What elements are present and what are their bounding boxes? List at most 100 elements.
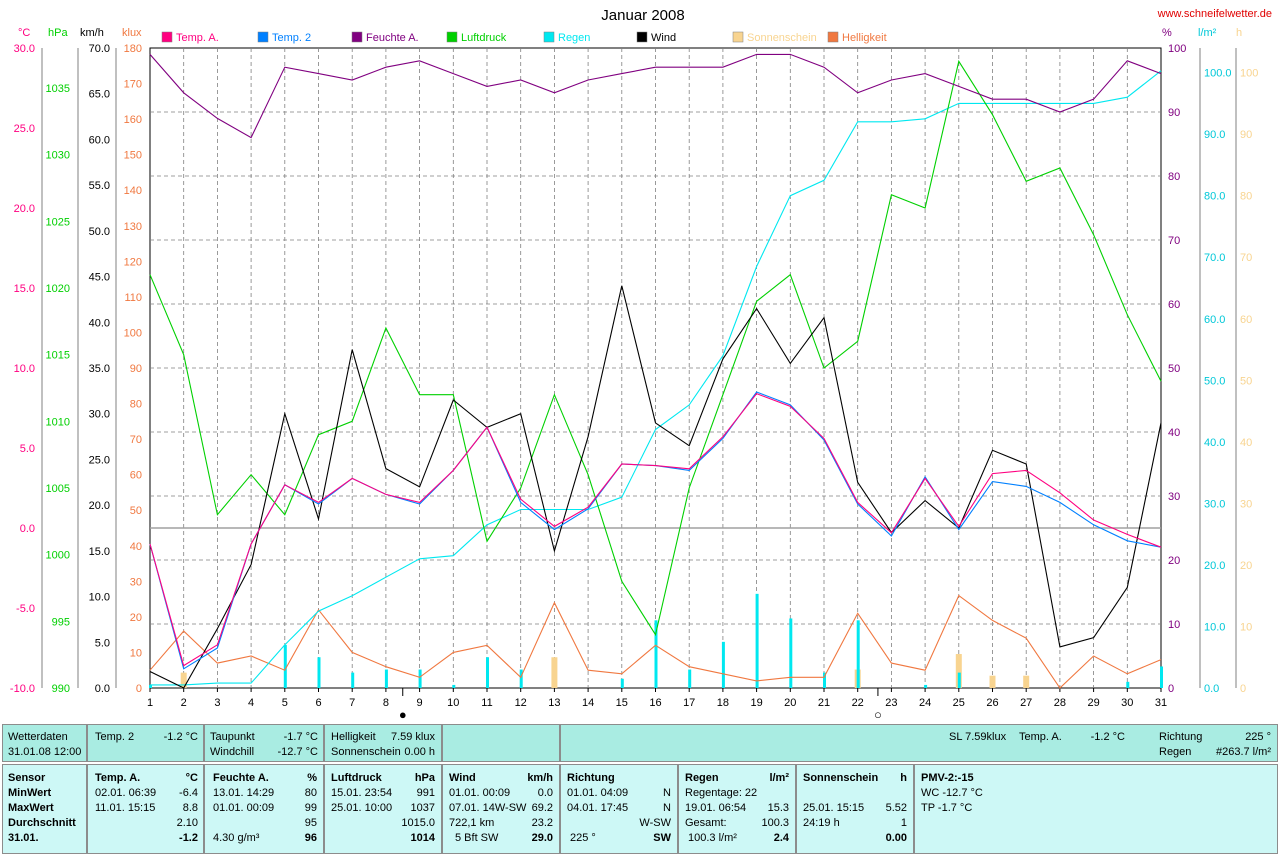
x-label-19: 19 xyxy=(750,697,762,709)
maxwert-label: MaxWert xyxy=(8,802,54,814)
humidity-tick-0: 100 xyxy=(1168,43,1186,55)
rain-bar-10 xyxy=(452,684,456,688)
x-label-22: 22 xyxy=(852,697,864,709)
stats-luftdruck-cell: Luftdruck hPa 15.01. 23:54 991 25.01. 10… xyxy=(324,764,442,854)
sonne-header: Sonnenschein xyxy=(803,772,879,784)
temp-tick-7: -5.0 xyxy=(16,603,35,615)
feuchte-header: Feuchte A. xyxy=(213,772,269,784)
regen-total: 100.3 l/m² xyxy=(688,832,737,844)
humidity-tick-2: 80 xyxy=(1168,171,1180,183)
sun-tick-0: 100 xyxy=(1240,68,1258,80)
regen-header: Regen xyxy=(685,772,719,784)
luftdruck-min-date: 15.01. 23:54 xyxy=(331,787,393,799)
luftdruck-header: Luftdruck xyxy=(331,772,382,784)
humidity-tick-7: 30 xyxy=(1168,491,1180,503)
legend-label-1: Temp. 2 xyxy=(272,32,311,44)
temp-tick-1: 25.0 xyxy=(14,123,35,135)
regen-max: 15.3 xyxy=(767,802,789,814)
legend-label-0: Temp. A. xyxy=(176,32,219,44)
x-label-14: 14 xyxy=(582,697,594,709)
regen-gesamt: 100.3 xyxy=(761,817,789,829)
wind-tick-14: 0.0 xyxy=(95,683,110,695)
wind-avg: 23.2 xyxy=(531,817,553,829)
rain-bar-22 xyxy=(856,620,860,688)
pressure-tick-6: 1005 xyxy=(46,483,70,495)
stats-pmv-cell: PMV-2:-15 WC -12.7 °C TP -1.7 °C xyxy=(914,764,1278,854)
feuchte-min: 80 xyxy=(304,787,317,799)
rain-bar-25 xyxy=(957,672,961,688)
humidity-tick-10: 0 xyxy=(1168,683,1174,695)
pressure-tick-5: 1010 xyxy=(46,416,70,428)
stats-feuchte-cell: Feuchte A. % 13.01. 14:29 80 01.01. 00:0… xyxy=(204,764,324,854)
sun-bar-2 xyxy=(180,672,187,688)
x-label-23: 23 xyxy=(885,697,897,709)
light-tick-17: 10 xyxy=(130,647,142,659)
temp-tick-0: 30.0 xyxy=(14,43,35,55)
unit-light: klux xyxy=(122,27,142,39)
sun-tick-7: 30 xyxy=(1240,498,1252,510)
rain-tick-3: 70.0 xyxy=(1204,252,1225,264)
regen-value: #263.7 l/m² xyxy=(1215,746,1271,758)
rain-bar-15 xyxy=(620,678,624,688)
legend-label-6: Sonnenschein xyxy=(747,32,817,44)
feuchte-today: 96 xyxy=(304,832,317,844)
pressure-tick-9: 990 xyxy=(52,683,70,695)
rain-tick-8: 20.0 xyxy=(1204,560,1225,572)
sonne-unit: h xyxy=(900,772,907,784)
sonne-days: 1 xyxy=(900,817,907,829)
stats-wind-cell: Wind km/h 01.01. 00:09 0.0 07.01. 14W-SW… xyxy=(442,764,560,854)
tempa-min-date: 02.01. 06:39 xyxy=(95,787,157,799)
richtung-value: 225 ° xyxy=(1245,731,1271,743)
feuchte-unit: % xyxy=(307,772,317,784)
humidity-tick-6: 40 xyxy=(1168,427,1180,439)
temp-tick-2: 20.0 xyxy=(14,203,35,215)
unit-sun: h xyxy=(1236,27,1242,39)
pressure-tick-1: 1030 xyxy=(46,150,70,162)
stats-regen-cell: Regen l/m² Regentage: 22 19.01. 06:54 15… xyxy=(678,764,796,854)
feuchte-min-date: 13.01. 14:29 xyxy=(213,787,275,799)
sonne-today: 0.00 xyxy=(885,832,907,844)
windchill-label: Windchill xyxy=(210,746,255,758)
luftdruck-unit: hPa xyxy=(414,772,435,784)
series-line-temp-a- xyxy=(149,392,1162,667)
tempa-label: Temp. A. xyxy=(1019,731,1062,743)
luftdruck-max: 1037 xyxy=(410,802,435,814)
wind-tick-9: 25.0 xyxy=(89,454,110,466)
regen-today: 2.4 xyxy=(773,832,789,844)
tempa-unit: °C xyxy=(185,772,198,784)
timestamp: 31.01.08 12:00 xyxy=(8,746,82,758)
series-line-feuchte-a- xyxy=(149,53,1162,139)
temp-tick-6: 0.0 xyxy=(20,523,35,535)
pressure-tick-4: 1015 xyxy=(46,350,70,362)
temp2-value: -1.2 °C xyxy=(163,731,198,743)
wind-distance: 722,1 km xyxy=(449,817,495,829)
rain-tick-7: 30.0 xyxy=(1204,498,1225,510)
legend-label-5: Wind xyxy=(651,32,676,44)
sun-tick-5: 50 xyxy=(1240,375,1252,387)
light-tick-12: 60 xyxy=(130,470,142,482)
humidity-tick-3: 70 xyxy=(1168,235,1180,247)
rain-bar-31 xyxy=(1160,666,1163,688)
luftdruck-avg: 1015.0 xyxy=(401,817,435,829)
sonne-hours: 24:19 h xyxy=(803,817,840,829)
light-tick-11: 70 xyxy=(130,434,142,446)
rain-bar-21 xyxy=(823,672,826,688)
light-tick-10: 80 xyxy=(130,399,142,411)
light-tick-13: 50 xyxy=(130,505,142,517)
website-link[interactable]: www.schneifelwetter.de xyxy=(1157,8,1272,20)
today-label: 31.01. xyxy=(8,832,39,844)
legend-label-2: Feuchte A. xyxy=(366,32,419,44)
x-label-2: 2 xyxy=(181,697,187,709)
taupunkt-label: Taupunkt xyxy=(210,731,255,743)
x-label-30: 30 xyxy=(1121,697,1133,709)
wind-tick-1: 65.0 xyxy=(89,89,110,101)
richtung-today: SW xyxy=(653,832,671,844)
x-label-12: 12 xyxy=(515,697,527,709)
pmv-windchill: WC -12.7 °C xyxy=(921,787,983,799)
x-label-29: 29 xyxy=(1087,697,1099,709)
rain-bar-5 xyxy=(283,644,287,688)
legend-swatch-0 xyxy=(161,31,173,43)
sun-bar-25 xyxy=(955,654,962,688)
legend-label-3: Luftdruck xyxy=(461,32,507,44)
rain-tick-5: 50.0 xyxy=(1204,375,1225,387)
